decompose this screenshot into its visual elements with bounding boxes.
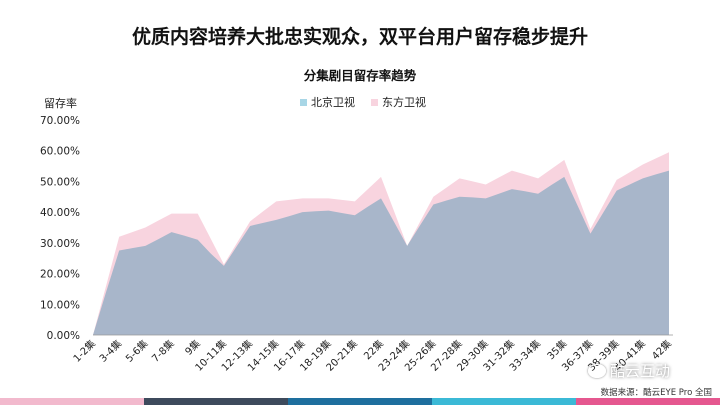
chat-bubble-icon — [588, 363, 606, 378]
footer-segment-5 — [576, 398, 720, 405]
y-tick-label: 0.00% — [47, 330, 80, 342]
legend-item-series-1: 北京卫视 — [300, 94, 355, 110]
footer-color-bar — [0, 398, 720, 405]
y-tick-label: 30.00% — [40, 238, 80, 250]
x-tick-label: 9集 — [182, 337, 203, 358]
y-tick-label: 70.00% — [40, 115, 80, 127]
x-tick-label: 22集 — [361, 337, 386, 362]
chart-title: 分集剧目留存率趋势 — [303, 68, 417, 83]
footer-segment-4 — [432, 398, 576, 405]
legend-swatch-series-1 — [300, 98, 307, 106]
y-tick-label: 20.00% — [40, 269, 80, 281]
watermark-text: 酷云互动 — [610, 362, 671, 380]
footer-segment-3 — [288, 398, 432, 405]
y-tick-label: 60.00% — [40, 146, 80, 158]
footer-segment-1 — [0, 398, 144, 405]
x-tick-label: 42集 — [649, 337, 674, 362]
legend-swatch-series-2 — [371, 98, 378, 106]
x-tick-label: 5-6集 — [123, 337, 151, 365]
legend-label-series-2: 东方卫视 — [382, 96, 426, 109]
legend-item-series-2: 东方卫视 — [371, 94, 426, 110]
area-series-1 — [93, 170, 669, 335]
y-tick-label: 50.00% — [40, 176, 80, 188]
data-source-note: 数据来源：酷云EYE Pro 全国 — [600, 388, 712, 398]
y-tick-label: 40.00% — [40, 207, 80, 219]
footer-segment-2 — [144, 398, 288, 405]
y-axis-label: 留存率 — [44, 97, 77, 110]
x-tick-label: 35集 — [544, 337, 569, 362]
page-headline: 优质内容培养大批忠实观众，双平台用户留存稳步提升 — [131, 26, 588, 48]
y-tick-label: 10.00% — [40, 299, 80, 311]
x-tick-label: 3-4集 — [96, 337, 124, 365]
watermark: 酷云互动 — [588, 360, 670, 381]
chart-legend: 北京卫视 东方卫视 — [300, 94, 426, 110]
legend-label-series-1: 北京卫视 — [311, 96, 355, 109]
x-tick-label: 7-8集 — [149, 337, 177, 365]
